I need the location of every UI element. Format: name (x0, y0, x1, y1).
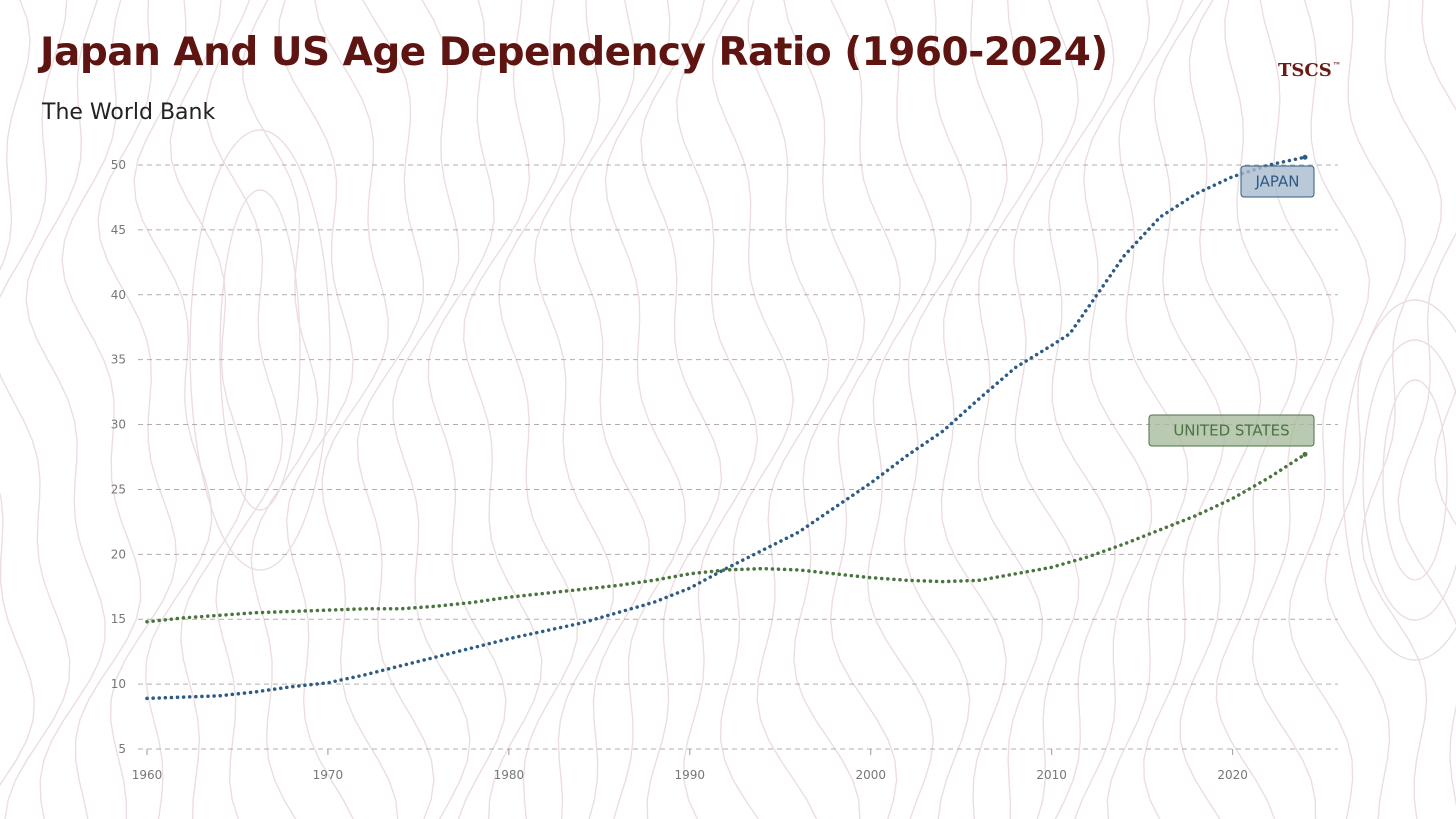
series-lines (145, 154, 1308, 701)
contour-ring (1382, 379, 1448, 581)
y-tick-label: 20 (111, 547, 126, 561)
brand-logo-text: TSCS (1278, 60, 1332, 81)
contour-line (1215, 0, 1298, 819)
series-label-text: JAPAN (1255, 173, 1300, 191)
brand-logo: TSCS™ (1278, 60, 1341, 81)
contour-line (498, 0, 579, 819)
contour-line (392, 0, 471, 819)
y-tick-label: 10 (111, 677, 126, 691)
y-axis: 5 10 15 20 25 30 35 40 45 50 (111, 158, 126, 756)
contour-line (1360, 0, 1443, 819)
x-tick-label: 1990 (675, 768, 706, 782)
y-tick-label: 40 (111, 288, 126, 302)
series-label-box (1148, 414, 1315, 447)
series-labels: JAPAN UNITED STATES (1148, 165, 1315, 447)
contour-line (205, 0, 284, 819)
chart-title: Japan And US Age Dependency Ratio (1960-… (40, 30, 1108, 75)
series-label-japan: JAPAN (1240, 165, 1315, 198)
contour-line (711, 0, 794, 819)
contour-line (977, 0, 1044, 819)
contour-line (356, 0, 435, 819)
contour-line (97, 0, 178, 819)
chart-subtitle: The World Bank (42, 100, 216, 125)
contour-line (675, 0, 759, 819)
contour-line (427, 0, 507, 819)
series-label-united-states: UNITED STATES (1148, 414, 1315, 447)
series-line-japan (145, 155, 1307, 701)
series-label-box (1240, 165, 1315, 198)
contour-ring (1342, 299, 1456, 661)
contour-line (278, 0, 354, 819)
y-tick-label: 35 (111, 353, 126, 367)
contour-line (604, 0, 687, 819)
y-tick-label: 15 (111, 612, 126, 626)
contour-ring (1362, 339, 1456, 621)
contour-line (747, 0, 830, 819)
contour-line (0, 0, 36, 787)
contour-line (1288, 0, 1371, 819)
x-tick-label: 1960 (132, 768, 163, 782)
contour-line (1143, 0, 1226, 819)
x-tick-label: 2020 (1217, 768, 1248, 782)
series-endpoint-japan (1302, 154, 1308, 160)
contour-line (569, 0, 651, 819)
contour-line (462, 0, 543, 819)
series-endpoint-united-states (1302, 451, 1308, 457)
contour-line (1179, 0, 1262, 819)
contour-line (1012, 0, 1080, 819)
y-tick-label: 45 (111, 223, 126, 237)
contour-ring (189, 129, 331, 571)
contour-line (940, 0, 1008, 819)
y-tick-label: 50 (111, 158, 126, 172)
trademark-mark: ™ (1332, 60, 1341, 70)
contour-line (1106, 0, 1189, 819)
contour-line (1251, 0, 1335, 819)
x-axis: 1960 1970 1980 1990 2000 2010 2020 (132, 749, 1248, 782)
contour-line (829, 0, 901, 819)
y-tick-label: 30 (111, 418, 126, 432)
contour-ring (219, 189, 301, 511)
y-tick-label: 5 (118, 742, 126, 756)
x-tick-label: 1980 (494, 768, 525, 782)
y-gridlines (138, 164, 1338, 750)
contour-line (783, 0, 866, 819)
contour-line (1434, 387, 1456, 526)
contour-line (640, 0, 723, 819)
series-label-text: UNITED STATES (1173, 422, 1289, 440)
contour-line (0, 0, 71, 819)
contour-line (314, 0, 399, 819)
contour-line (903, 0, 972, 819)
contour-line (1047, 0, 1116, 819)
contour-line (133, 0, 213, 819)
contour-line (169, 0, 249, 819)
contour-line (25, 0, 106, 819)
series-line-united-states (145, 452, 1307, 624)
contour-line (1074, 0, 1153, 819)
x-tick-label: 1970 (313, 768, 344, 782)
x-tick-label: 2010 (1036, 768, 1067, 782)
contour-line (866, 0, 937, 819)
contour-line (1397, 0, 1456, 807)
y-tick-label: 25 (111, 482, 126, 496)
contour-line (61, 0, 142, 819)
contour-line (242, 0, 319, 819)
contour-line (1324, 0, 1407, 819)
contour-line (533, 0, 615, 819)
x-tick-label: 2000 (855, 768, 886, 782)
